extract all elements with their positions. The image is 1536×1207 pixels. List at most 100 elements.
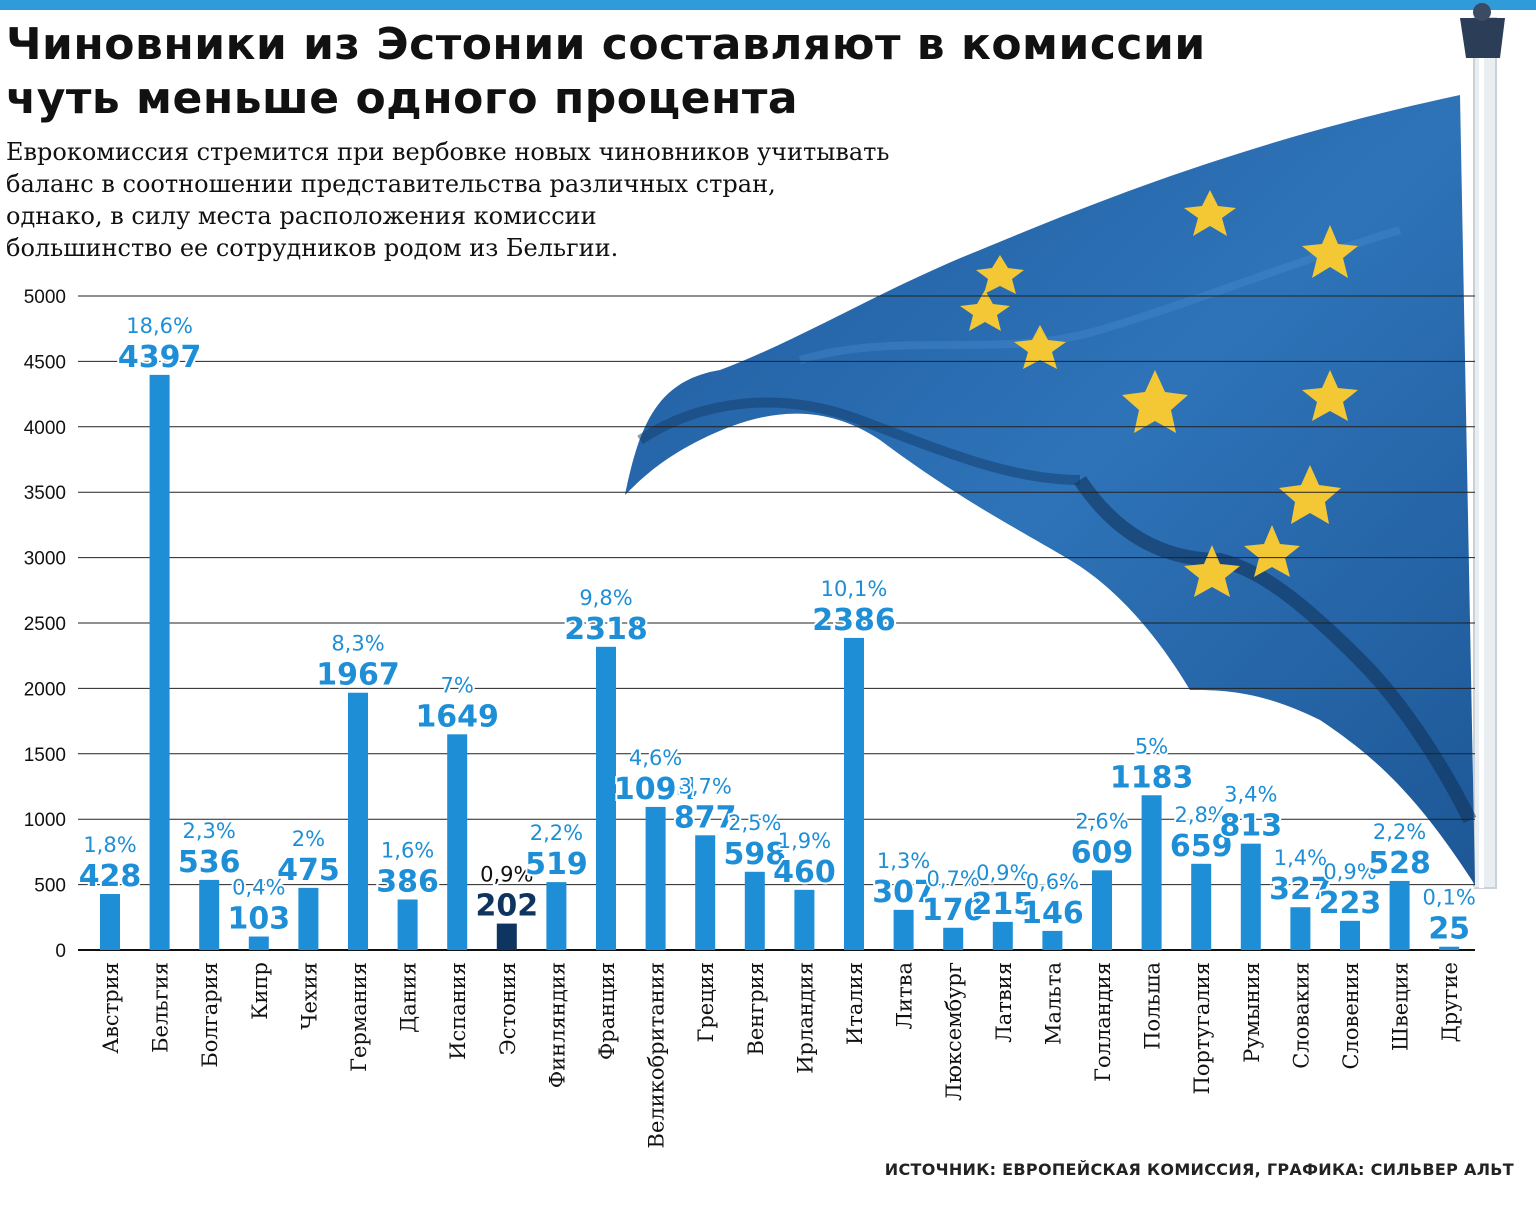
bar-value-label: 4397 [118, 340, 202, 375]
subtitle-line-3: однако, в силу места расположения комисс… [6, 202, 597, 230]
y-tick-label: 500 [34, 876, 66, 897]
category-label: Литва [893, 962, 917, 1029]
bar-percent-label: 4,6% [629, 746, 682, 770]
bar-value-label: 223 [1319, 886, 1382, 921]
y-tick-label: 2000 [24, 679, 66, 700]
y-tick-label: 2500 [24, 614, 66, 635]
category-label: Венгрия [744, 962, 768, 1056]
bar-percent-label: 2,2% [1373, 820, 1426, 844]
category-label: Люксембург [942, 962, 966, 1101]
bar [1092, 870, 1112, 950]
category-label: Ирландия [793, 962, 817, 1074]
category-label: Дания [397, 962, 421, 1033]
bar-value-label: 659 [1170, 829, 1233, 864]
bar-value-label: 103 [227, 902, 290, 937]
bar-percent-label: 3,7% [679, 774, 732, 798]
bar-percent-label: 8,3% [331, 632, 384, 656]
bar [893, 909, 914, 950]
bar-value-label: 536 [178, 845, 241, 880]
category-label: Португалия [1190, 962, 1214, 1094]
category-label: Болгария [198, 962, 222, 1068]
bar-value-label: 1183 [1110, 760, 1194, 795]
bar [546, 882, 567, 950]
bar [447, 734, 468, 950]
bar-value-label: 1094 [614, 772, 698, 807]
category-label: Словения [1339, 962, 1363, 1070]
bar-value-label: 327 [1269, 872, 1332, 907]
bar-value-label: 1649 [415, 699, 499, 734]
top-accent-bar [0, 0, 1536, 10]
bar-value-label: 215 [971, 887, 1034, 922]
bar [1340, 920, 1360, 950]
chart-subtitle: Еврокомиссия стремится при вербовке новы… [6, 136, 1126, 264]
bar-percent-label: 1,3% [877, 849, 930, 873]
category-label: Кипр [248, 962, 272, 1020]
bar-value-label: 386 [376, 865, 439, 900]
bar-percent-label: 3,4% [1224, 783, 1277, 807]
bar-percent-label: 18,6% [126, 314, 193, 338]
bar [298, 887, 319, 950]
category-label: Италия [843, 962, 867, 1045]
bar-percent-label: 5% [1135, 734, 1168, 758]
subtitle-line-1: Еврокомиссия стремится при вербовке новы… [6, 138, 890, 166]
bar-percent-label: 0,7% [927, 867, 980, 891]
bar [794, 889, 815, 950]
bar-value-label: 598 [723, 837, 786, 872]
bar-value-label: 1967 [316, 658, 400, 693]
bar-percent-label: 2,2% [530, 821, 583, 845]
bar [496, 923, 517, 950]
bar-value-label: 2386 [812, 603, 896, 638]
bar [943, 927, 964, 950]
category-label: Франция [595, 962, 619, 1060]
y-tick-label: 1500 [24, 745, 66, 766]
subtitle-line-2: баланс в соотношении представительства р… [6, 170, 776, 198]
bar [596, 646, 616, 950]
title-line-2: чуть меньше одного процента [6, 73, 799, 124]
bar-value-label: 25 [1428, 912, 1470, 947]
bar [348, 692, 368, 950]
bar [744, 871, 765, 950]
category-label: Бельгия [149, 962, 173, 1053]
bar-value-label: 609 [1071, 835, 1134, 870]
bar-percent-label: 7% [441, 673, 474, 697]
bar-percent-label: 2,3% [183, 819, 236, 843]
bar [844, 637, 864, 950]
y-tick-label: 3500 [24, 483, 66, 504]
bar-percent-label: 0,1% [1423, 886, 1476, 910]
bar-percent-label: 0,6% [1026, 870, 1079, 894]
bar-percent-label: 2,6% [1075, 809, 1128, 833]
category-label: Мальта [1041, 962, 1065, 1045]
bar [1042, 930, 1063, 950]
bar [1439, 946, 1460, 950]
bar [695, 835, 716, 950]
bar [645, 806, 666, 950]
source-note: ИСТОЧНИК: ЕВРОПЕЙСКАЯ КОМИССИЯ, ГРАФИКА:… [884, 1160, 1514, 1179]
y-tick-label: 5000 [24, 287, 66, 308]
category-label: Австрия [99, 962, 123, 1054]
bar [149, 374, 170, 950]
bar [248, 936, 269, 950]
bar-percent-label: 10,1% [821, 577, 888, 601]
bar-value-label: 475 [277, 853, 340, 888]
category-label: Греция [694, 962, 718, 1043]
y-tick-label: 0 [55, 941, 66, 962]
flag-stars [960, 190, 1358, 597]
bar [1290, 907, 1311, 950]
bar-percent-label: 9,8% [579, 586, 632, 610]
category-label: Другие [1438, 962, 1462, 1042]
title-line-1: Чиновники из Эстонии составляют в комисс… [6, 19, 1206, 70]
bar-percent-label: 2,8% [1175, 803, 1228, 827]
bar-value-label: 146 [1021, 896, 1084, 931]
category-label: Эстония [496, 962, 520, 1055]
category-label: Швеция [1389, 962, 1413, 1051]
category-label: Голландия [1091, 962, 1115, 1082]
category-label: Германия [347, 962, 371, 1072]
bar-percent-label: 1,9% [778, 829, 831, 853]
bar [992, 921, 1013, 950]
bar-value-label: 460 [773, 855, 836, 890]
bar-percent-label: 1,4% [1274, 846, 1327, 870]
bar-percent-label: 2,5% [728, 811, 781, 835]
bar-value-label: 528 [1368, 846, 1431, 881]
